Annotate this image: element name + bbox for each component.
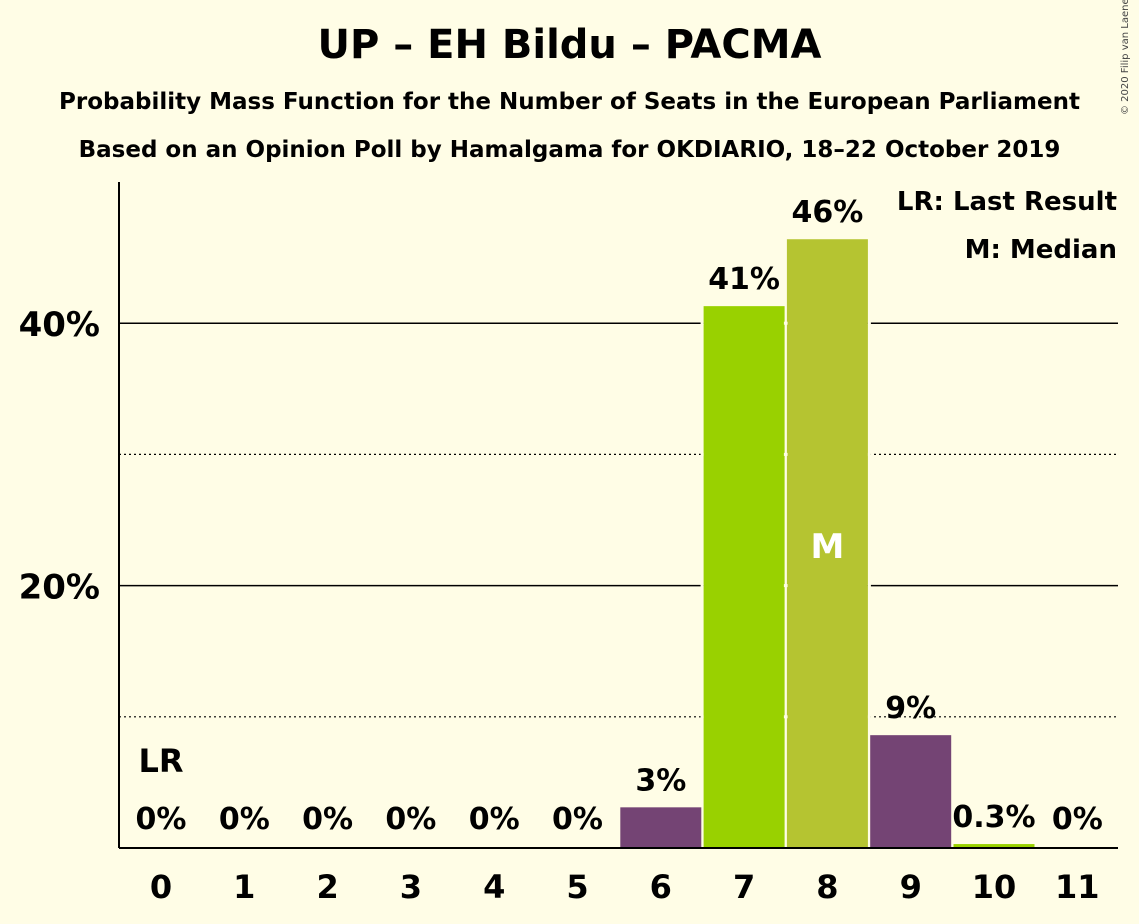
median-marker: M <box>810 527 844 567</box>
data-label: 3% <box>635 763 686 798</box>
data-label: 0% <box>469 802 520 837</box>
x-tick-label: 9 <box>900 868 922 906</box>
data-label: 0.3% <box>952 800 1035 835</box>
data-label: 0% <box>1052 802 1103 837</box>
x-tick-label: 0 <box>150 868 172 906</box>
x-tick-label: 3 <box>400 868 422 906</box>
x-tick-label: 6 <box>650 868 672 906</box>
data-label: 0% <box>136 802 187 837</box>
x-tick-label: 2 <box>316 868 338 906</box>
data-label: 9% <box>885 691 936 726</box>
x-tick-label: 11 <box>1055 868 1100 906</box>
bar <box>870 735 952 848</box>
x-tick-label: 8 <box>816 868 838 906</box>
chart-subtitle-source: Based on an Opinion Poll by Hamalgama fo… <box>78 137 1061 163</box>
bar <box>703 306 785 848</box>
x-tick-label: 1 <box>233 868 255 906</box>
data-label: 0% <box>552 802 603 837</box>
last-result-marker: LR <box>138 742 183 780</box>
data-label: 0% <box>385 802 436 837</box>
chart-subtitle: Probability Mass Function for the Number… <box>59 89 1080 115</box>
legend-last-result: LR: Last Result <box>897 187 1117 217</box>
legend-median: M: Median <box>965 235 1117 265</box>
data-label: 0% <box>219 802 270 837</box>
bar <box>786 239 868 848</box>
bar <box>953 844 1035 848</box>
data-label: 46% <box>791 195 863 230</box>
bar <box>620 807 702 848</box>
x-tick-label: 5 <box>566 868 588 906</box>
y-tick-label: 40% <box>19 305 100 345</box>
x-tick-label: 7 <box>733 868 755 906</box>
x-tick-label: 10 <box>972 868 1017 906</box>
data-label: 0% <box>302 802 353 837</box>
x-tick-label: 4 <box>483 868 505 906</box>
data-label: 41% <box>708 262 780 297</box>
y-tick-label: 20% <box>19 568 100 608</box>
chart-title: UP – EH Bildu – PACMA <box>317 22 822 68</box>
